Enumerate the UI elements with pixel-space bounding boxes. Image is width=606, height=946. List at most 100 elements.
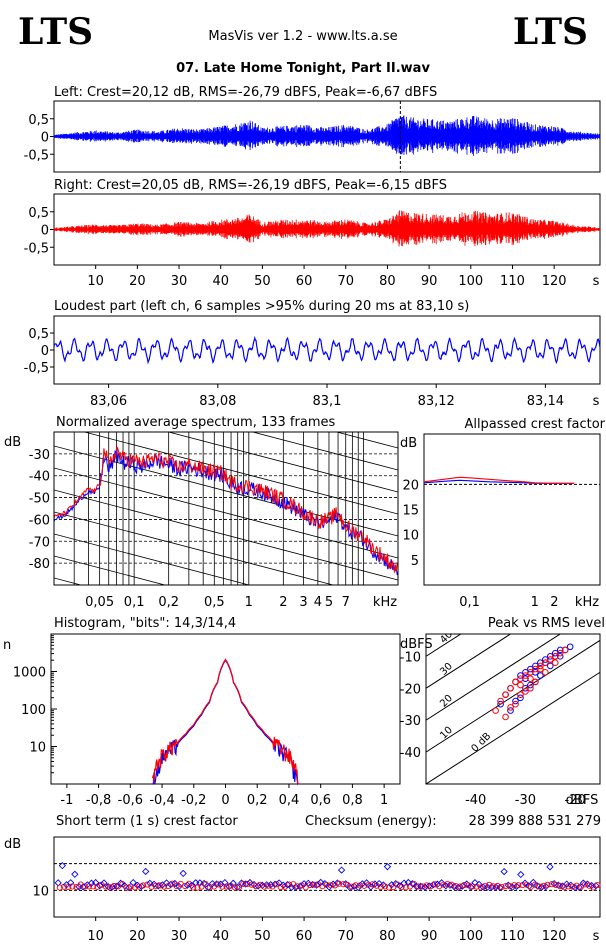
crest-point-left xyxy=(246,878,254,887)
x-tick-label: 80 xyxy=(379,929,396,944)
spectrum-title: Normalized average spectrum, 133 frames xyxy=(56,415,335,430)
peak-rms-point xyxy=(566,643,574,651)
peak-rms-point xyxy=(492,707,499,714)
diag-line xyxy=(54,445,398,537)
x-tick-label: 110 xyxy=(500,929,525,944)
crest-point-left xyxy=(446,881,454,889)
peak-rms-title: Peak vs RMS level xyxy=(488,616,605,631)
crest-point-right xyxy=(511,882,518,889)
x-tick-label: 83,1 xyxy=(313,394,342,409)
waveform-left-title: Left: Crest=20,12 dB, RMS=-26,79 dBFS, P… xyxy=(54,85,437,100)
crest-point-left xyxy=(513,882,521,891)
y-tick-label: 10 xyxy=(402,529,419,544)
y-tick-label: 100 xyxy=(21,703,46,718)
crest-point-right xyxy=(231,884,238,891)
plot-frame xyxy=(50,633,401,785)
x-unit: s xyxy=(593,274,600,289)
diag-line xyxy=(54,511,335,585)
crest-point-right xyxy=(506,883,514,890)
crest-point-left xyxy=(337,866,346,874)
peak-rms-point xyxy=(507,707,514,714)
x-tick-label: 83,06 xyxy=(90,394,127,409)
peak-rms-point xyxy=(522,668,529,676)
y-tick-label: -80 xyxy=(29,557,50,572)
y-tick-label: -20 xyxy=(400,682,421,697)
y-tick-label: 0,5 xyxy=(28,327,49,342)
peak-rms-point xyxy=(551,659,559,667)
y-tick-label: -40 xyxy=(29,470,50,485)
x-tick-label: 100 xyxy=(458,274,483,289)
y-tick-label: 15 xyxy=(402,504,419,519)
crest-point-right xyxy=(248,881,255,888)
peak-rms-point xyxy=(517,681,524,689)
x-tick-label: 5 xyxy=(325,595,333,610)
crest-point-left xyxy=(354,883,362,892)
diag-line xyxy=(54,336,398,426)
app-title: MasVis ver 1.2 - www.lts.a.se xyxy=(208,29,397,44)
x-tick-label: 4 xyxy=(314,595,322,610)
crest-point-right xyxy=(240,880,247,887)
peak-rms-point xyxy=(507,704,514,711)
x-tick-label: 120 xyxy=(542,929,567,944)
peak-rms-point xyxy=(542,668,549,676)
x-tick-label: 0,5 xyxy=(204,595,225,610)
crest-point-right xyxy=(490,883,497,890)
diag-line xyxy=(251,432,398,471)
crest-point-right xyxy=(265,882,272,889)
peak-rms-point xyxy=(532,678,539,686)
x-tick-label: 50 xyxy=(254,274,271,289)
y-tick-label: 20 xyxy=(402,478,419,493)
y-tick-label: -30 xyxy=(400,714,421,729)
x-tick-label: 10 xyxy=(87,274,104,289)
crest-point-left xyxy=(404,878,412,887)
spectrum-ylabel: dB xyxy=(4,435,21,450)
x-tick-label: -30 xyxy=(515,793,536,808)
diagonal-label: 10 xyxy=(438,725,455,742)
plot-frame xyxy=(53,431,399,586)
allpassed-panel: Allpassed crest factor dB 20 15 10 5 0,1 1 2 kHz xyxy=(400,417,606,610)
crest-point-right xyxy=(194,884,201,891)
crest-diagonal xyxy=(426,671,600,784)
diag-line xyxy=(167,432,398,493)
crest-point-right xyxy=(556,882,564,889)
allpassed-title: Allpassed crest factor xyxy=(464,417,605,432)
y-tick-label: 10 xyxy=(32,884,49,899)
logo-right: LTS xyxy=(513,11,588,53)
crest-point-right xyxy=(548,881,555,888)
crest-point-right xyxy=(69,883,76,890)
diag-line xyxy=(54,314,398,404)
crest-point-left xyxy=(221,878,229,887)
y-tick-label: 0,5 xyxy=(28,113,49,128)
crest-point-right xyxy=(273,881,280,888)
diagonal-label: 30 xyxy=(438,661,455,678)
crest-point-left xyxy=(575,883,583,892)
crest-point-left xyxy=(96,882,104,890)
crest-point-left xyxy=(367,883,375,891)
crest-point-left xyxy=(325,883,333,891)
allpassed-series-1 xyxy=(423,476,575,484)
crest-point-left xyxy=(471,879,479,887)
crest-point-left xyxy=(137,882,146,890)
diag-line xyxy=(54,533,251,585)
crest-point-left xyxy=(475,880,483,889)
x-tick-label: 40 xyxy=(212,929,229,944)
diag-line xyxy=(54,248,398,338)
crest-point-left xyxy=(496,883,504,892)
crest-point-left xyxy=(167,880,175,889)
crest-point-right xyxy=(252,883,259,890)
diag-line xyxy=(82,432,398,515)
waveform-left-trace xyxy=(53,115,600,156)
spectrum-series-0 xyxy=(54,446,398,575)
peak-rms-point xyxy=(556,646,564,654)
peak-rms-point xyxy=(532,662,539,670)
crest-point-left xyxy=(546,863,554,871)
x-tick-label: 20 xyxy=(129,929,146,944)
loudest-part-trace xyxy=(53,335,601,365)
peak-rms-point xyxy=(542,656,549,663)
x-tick-label: -40 xyxy=(465,793,486,808)
crest-point-right xyxy=(565,883,572,890)
checksum-value: 28 399 888 531 279 xyxy=(469,814,601,829)
waveform-right-panel: Right: Crest=20,05 dB, RMS=-26,19 dBFS, … xyxy=(24,178,601,289)
peak-rms-point xyxy=(556,649,564,657)
y-tick-label: 0 xyxy=(41,131,49,146)
